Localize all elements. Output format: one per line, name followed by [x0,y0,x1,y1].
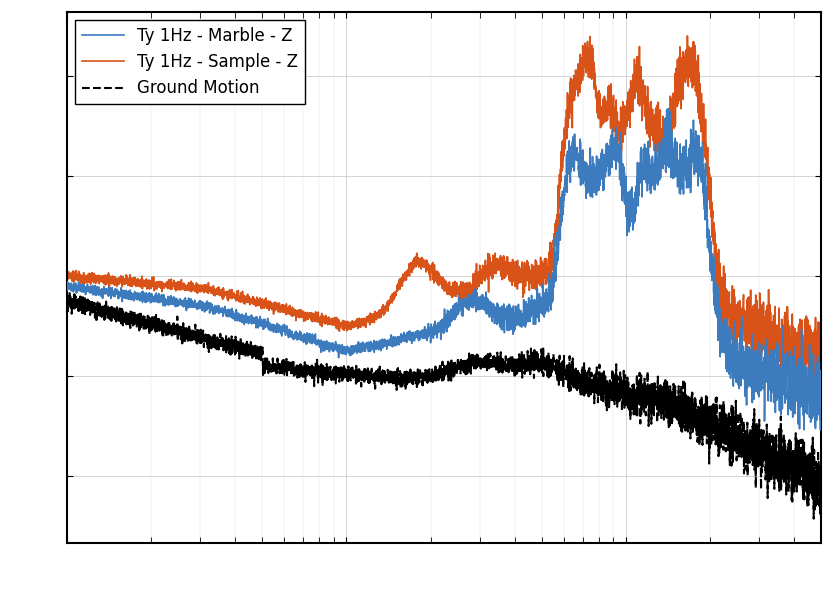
Ty 1Hz - Sample - Z [62,276,72,283]
Ty 1Hz - Marble - Z [552,235,562,242]
Ty 1Hz - Sample - Z [625,89,635,96]
Ty 1Hz - Sample - Z [682,51,692,58]
Ty 1Hz - Sample - Z [199,283,209,290]
Ground Motion [199,333,210,340]
Ground Motion [809,515,819,522]
Ty 1Hz - Marble - Z [62,287,72,294]
Ty 1Hz - Sample - Z [816,360,826,368]
Ground Motion [682,412,692,419]
Ty 1Hz - Marble - Z [815,427,825,434]
Ground Motion [65,290,75,297]
Ty 1Hz - Marble - Z [663,105,673,112]
Ty 1Hz - Sample - Z [515,263,525,270]
Ty 1Hz - Marble - Z [816,414,826,421]
Ground Motion [62,302,72,309]
Ground Motion [515,370,525,377]
Ty 1Hz - Sample - Z [682,32,692,40]
Line: Ty 1Hz - Sample - Z: Ty 1Hz - Sample - Z [67,36,821,402]
Ty 1Hz - Marble - Z [350,348,360,355]
Ground Motion [552,377,562,384]
Line: Ground Motion: Ground Motion [67,293,821,519]
Ty 1Hz - Sample - Z [552,214,562,221]
Ty 1Hz - Marble - Z [625,216,635,223]
Ground Motion [350,373,360,380]
Line: Ty 1Hz - Marble - Z: Ty 1Hz - Marble - Z [67,109,821,430]
Ty 1Hz - Sample - Z [350,318,360,325]
Legend: Ty 1Hz - Marble - Z, Ty 1Hz - Sample - Z, Ground Motion: Ty 1Hz - Marble - Z, Ty 1Hz - Sample - Z… [75,20,305,104]
Ty 1Hz - Marble - Z [199,301,209,308]
Ty 1Hz - Sample - Z [815,398,825,405]
Ty 1Hz - Marble - Z [515,306,525,313]
Ty 1Hz - Marble - Z [682,165,692,172]
Ground Motion [816,503,826,510]
Ground Motion [625,398,635,405]
